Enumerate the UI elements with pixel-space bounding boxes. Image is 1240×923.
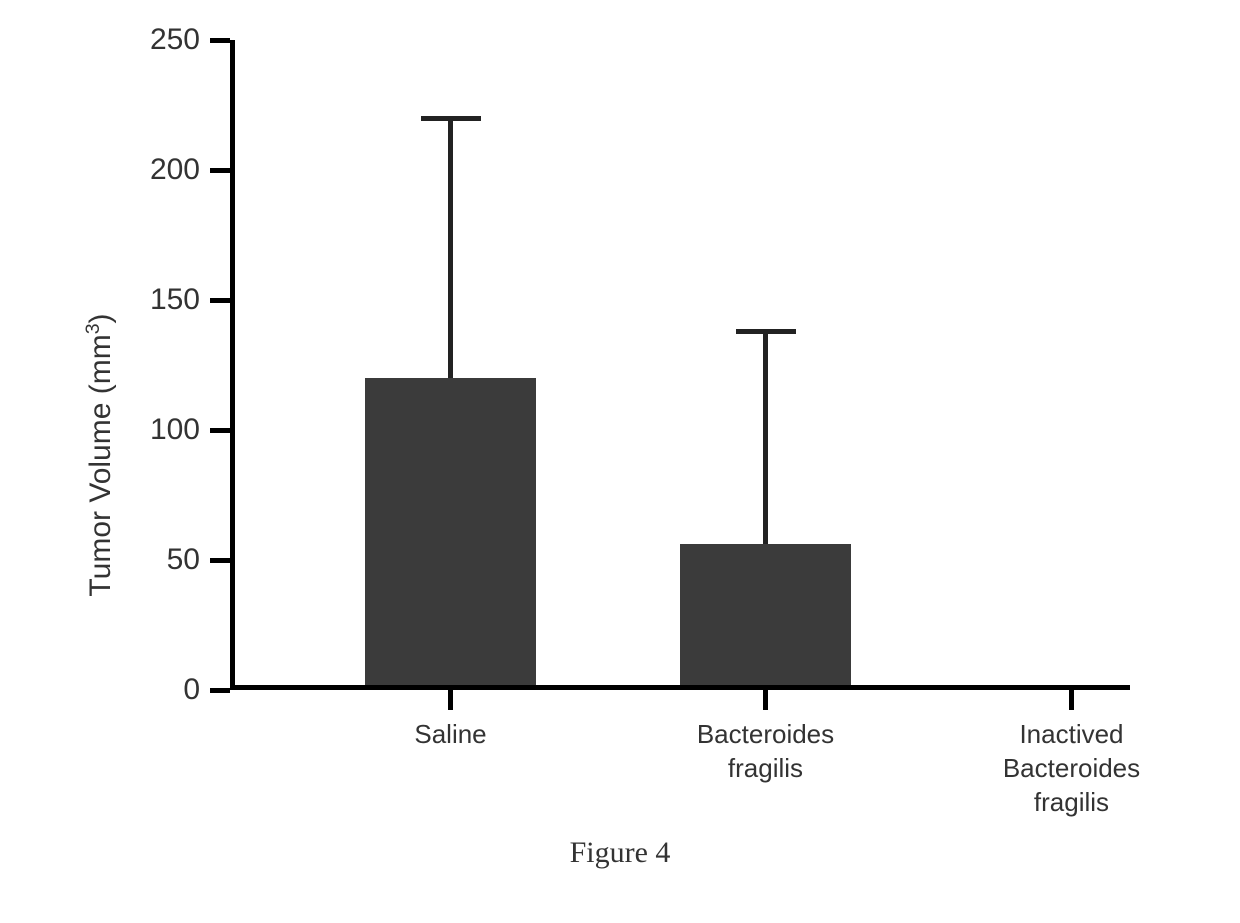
y-tick — [210, 558, 230, 563]
x-tick-label: Bacteroides fragilis — [697, 718, 834, 786]
error-bar-cap — [736, 329, 796, 334]
bar — [365, 378, 536, 685]
x-axis-line — [230, 685, 1130, 690]
y-tick-label: 150 — [150, 283, 200, 317]
y-axis-title: Tumor Volume (mm3) — [82, 313, 118, 596]
tumor-volume-chart: Tumor Volume (mm3) 050100150200250Saline… — [60, 30, 1180, 880]
y-tick — [210, 38, 230, 43]
y-tick — [210, 168, 230, 173]
y-tick — [210, 298, 230, 303]
y-tick-label: 200 — [150, 153, 200, 187]
x-tick — [448, 690, 453, 710]
y-axis-title-suffix: ) — [84, 313, 117, 323]
y-tick-label: 100 — [150, 413, 200, 447]
bar — [680, 544, 851, 685]
y-tick — [210, 688, 230, 693]
x-tick — [1069, 690, 1074, 710]
y-axis-title-super: 3 — [82, 323, 104, 334]
y-axis-title-prefix: Tumor Volume (mm — [84, 334, 117, 596]
error-bar-stem — [763, 331, 768, 544]
x-tick-label: Saline — [414, 718, 486, 752]
x-tick-label: Inactived Bacteroides fragilis — [1003, 718, 1140, 819]
error-bar-cap — [421, 116, 481, 121]
y-tick-label: 250 — [150, 23, 200, 57]
x-tick — [763, 690, 768, 710]
error-bar-stem — [448, 118, 453, 378]
y-axis-line — [230, 40, 235, 690]
plot-area: 050100150200250SalineBacteroides fragili… — [230, 40, 1130, 690]
y-tick — [210, 428, 230, 433]
y-tick-label: 50 — [167, 543, 200, 577]
y-tick-label: 0 — [183, 673, 200, 707]
figure-caption: Figure 4 — [570, 836, 671, 870]
